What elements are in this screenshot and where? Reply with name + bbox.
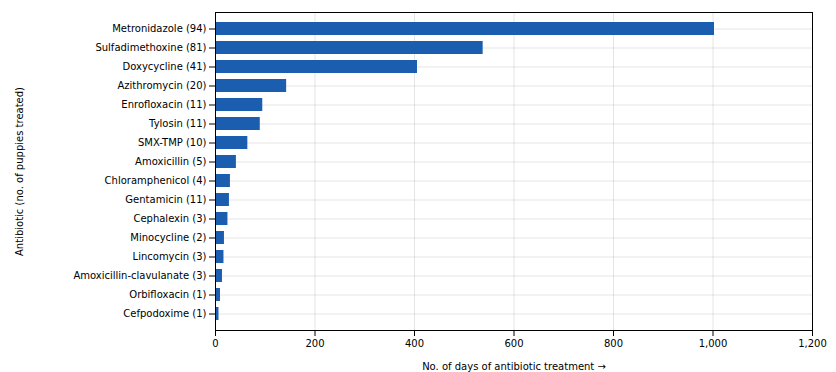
svg-text:1,000: 1,000 xyxy=(699,338,728,349)
svg-text:Gentamicin (11): Gentamicin (11) xyxy=(125,194,206,205)
svg-text:600: 600 xyxy=(504,338,523,349)
svg-text:Cephalexin (3): Cephalexin (3) xyxy=(133,213,206,224)
svg-text:Doxycycline (41): Doxycycline (41) xyxy=(122,61,206,72)
svg-text:Azithromycin (20): Azithromycin (20) xyxy=(117,80,206,91)
svg-text:Amoxicillin-clavulanate (3): Amoxicillin-clavulanate (3) xyxy=(73,270,206,281)
svg-text:Tylosin (11): Tylosin (11) xyxy=(148,118,206,129)
svg-text:200: 200 xyxy=(305,338,324,349)
svg-text:Metronidazole (94): Metronidazole (94) xyxy=(112,23,206,34)
svg-text:Enrofloxacin (11): Enrofloxacin (11) xyxy=(121,99,206,110)
svg-text:SMX-TMP (10): SMX-TMP (10) xyxy=(138,137,207,148)
svg-text:Chloramphenicol (4): Chloramphenicol (4) xyxy=(105,175,207,186)
svg-text:800: 800 xyxy=(604,338,623,349)
svg-text:Cefpodoxime (1): Cefpodoxime (1) xyxy=(123,308,206,319)
svg-text:1,200: 1,200 xyxy=(798,338,827,349)
svg-text:Amoxicillin (5): Amoxicillin (5) xyxy=(135,156,206,167)
svg-text:Antibiotic (no. of puppies tre: Antibiotic (no. of puppies treated) xyxy=(14,87,25,256)
svg-text:No. of days of antibiotic trea: No. of days of antibiotic treatment → xyxy=(422,361,606,372)
svg-text:400: 400 xyxy=(405,338,424,349)
svg-text:0: 0 xyxy=(212,338,218,349)
svg-text:Lincomycin (3): Lincomycin (3) xyxy=(133,251,207,262)
svg-text:Orbifloxacin (1): Orbifloxacin (1) xyxy=(129,289,206,300)
svg-text:Minocycline (2): Minocycline (2) xyxy=(130,232,206,243)
svg-text:Sulfadimethoxine (81): Sulfadimethoxine (81) xyxy=(95,42,206,53)
